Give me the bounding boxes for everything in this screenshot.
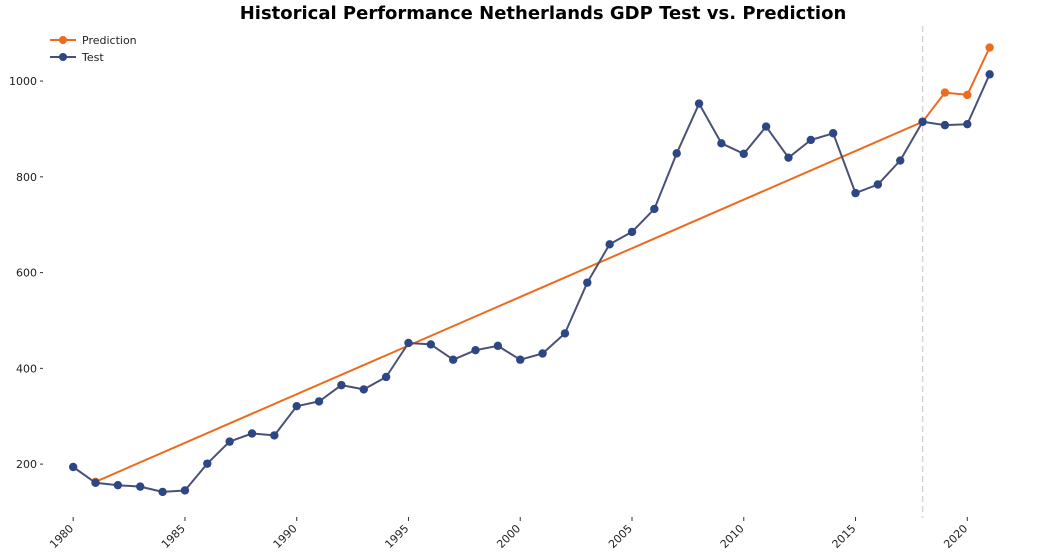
test-point	[225, 437, 234, 446]
legend-item-test: Test	[50, 51, 104, 64]
test-line	[72, 73, 991, 493]
test-point	[940, 120, 950, 130]
test-point	[68, 462, 78, 472]
x-tick-label: 1985	[159, 522, 188, 551]
test-point	[359, 385, 368, 394]
test-point	[404, 338, 413, 348]
x-tick-label: 1980	[47, 522, 76, 551]
prediction-line	[95, 47, 991, 483]
test-point	[627, 227, 637, 237]
test-point	[761, 122, 771, 131]
test-point	[672, 149, 681, 158]
x-tick-label: 1990	[271, 522, 300, 551]
test-point	[91, 478, 100, 487]
test-point	[448, 355, 458, 364]
y-tick-label: 600	[16, 267, 37, 280]
test-point	[985, 70, 994, 79]
x-tick-label: 1995	[382, 522, 411, 551]
x-tick-label: 2005	[606, 522, 635, 551]
legend-label-test: Test	[81, 51, 104, 64]
legend-marker-test	[59, 53, 67, 61]
x-tick-label: 2015	[830, 522, 859, 551]
test-point	[784, 153, 793, 162]
x-tick-label: 2020	[941, 522, 970, 551]
test-point	[337, 380, 346, 390]
test-point	[851, 188, 860, 198]
test-point	[270, 431, 279, 440]
test-point	[650, 204, 659, 214]
test-point	[158, 487, 167, 497]
chart-title: Historical Performance Netherlands GDP T…	[240, 3, 847, 24]
test-point	[471, 345, 480, 355]
test-point	[806, 135, 816, 145]
test-point	[918, 117, 927, 126]
test-point	[694, 99, 704, 108]
test-point	[717, 139, 726, 148]
test-point	[583, 278, 592, 287]
legend-item-prediction: Prediction	[50, 34, 137, 47]
test-point	[381, 372, 391, 382]
y-tick-label: 800	[16, 171, 37, 184]
test-point	[180, 486, 190, 495]
x-axis: 1980 1985 1990 1995 2000 2005 2010 2015 2020	[47, 517, 970, 551]
test-point	[426, 340, 436, 349]
prediction-point	[985, 43, 994, 52]
prediction-point	[963, 90, 972, 100]
y-tick-label: 200	[16, 458, 37, 471]
test-point	[828, 129, 838, 138]
test-point	[739, 149, 748, 159]
legend-marker-prediction	[59, 36, 67, 44]
test-point	[605, 240, 614, 249]
x-tick-label: 2000	[494, 522, 523, 551]
series-test	[68, 70, 994, 497]
test-point	[113, 480, 123, 490]
test-point	[963, 119, 972, 129]
x-tick-label: 2010	[718, 522, 747, 551]
plot-area	[68, 43, 994, 497]
legend-label-prediction: Prediction	[82, 34, 137, 47]
y-tick-label: 400	[16, 362, 37, 375]
test-point	[538, 349, 547, 358]
test-point	[560, 329, 570, 338]
y-axis: 200 400 600 800 1000	[9, 75, 43, 471]
prediction-point	[940, 88, 950, 97]
test-point	[873, 180, 883, 189]
test-point	[516, 355, 525, 364]
test-point	[203, 459, 212, 468]
legend: Prediction Test	[50, 34, 137, 64]
test-point	[247, 429, 257, 438]
y-tick-label: 1000	[9, 75, 37, 88]
test-point	[896, 156, 905, 165]
series-prediction	[91, 43, 994, 487]
test-point	[136, 482, 145, 491]
test-point	[493, 341, 503, 351]
test-point	[314, 397, 324, 406]
test-point	[292, 401, 301, 411]
